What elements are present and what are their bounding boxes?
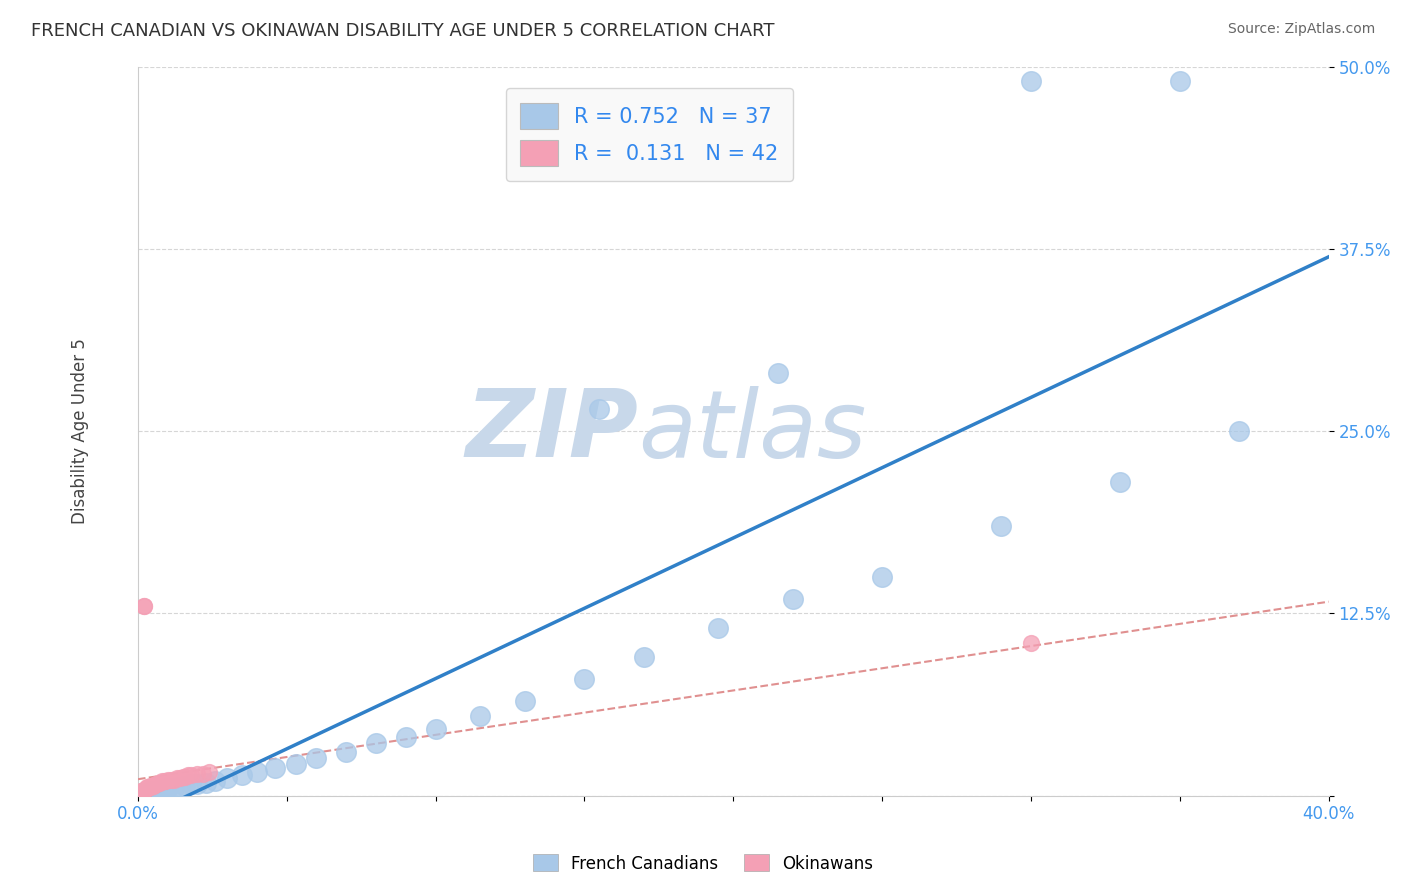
Point xyxy=(177,768,200,782)
Point xyxy=(425,722,447,736)
Point xyxy=(145,777,167,791)
Point xyxy=(513,694,536,708)
Text: ZIP: ZIP xyxy=(465,385,638,477)
Point xyxy=(174,770,197,784)
Point xyxy=(162,772,184,787)
Point xyxy=(132,786,155,800)
Point xyxy=(574,672,596,686)
Point xyxy=(156,781,179,796)
Point xyxy=(156,772,179,787)
Point xyxy=(135,780,157,794)
Point xyxy=(1168,74,1191,88)
Point xyxy=(132,783,155,797)
Point xyxy=(305,751,328,765)
Point xyxy=(1019,74,1042,88)
Point xyxy=(148,775,170,789)
Point xyxy=(159,772,181,787)
Point xyxy=(174,779,197,793)
Point xyxy=(139,779,162,793)
Point xyxy=(172,770,194,784)
Point xyxy=(186,767,208,781)
Point xyxy=(139,780,162,794)
Text: FRENCH CANADIAN VS OKINAWAN DISABILITY AGE UNDER 5 CORRELATION CHART: FRENCH CANADIAN VS OKINAWAN DISABILITY A… xyxy=(31,22,775,40)
Point xyxy=(129,786,152,800)
Point xyxy=(193,767,215,781)
Point xyxy=(588,402,610,417)
Point xyxy=(150,783,173,797)
Point xyxy=(129,787,152,801)
Point xyxy=(1227,424,1250,438)
Point xyxy=(195,775,218,789)
Legend: R = 0.752   N = 37, R =  0.131   N = 42: R = 0.752 N = 37, R = 0.131 N = 42 xyxy=(506,88,793,181)
Point xyxy=(470,708,492,723)
Point xyxy=(139,784,162,798)
Point xyxy=(180,777,202,791)
Point xyxy=(129,786,152,800)
Point xyxy=(707,621,730,635)
Point xyxy=(129,786,152,800)
Text: Source: ZipAtlas.com: Source: ZipAtlas.com xyxy=(1227,22,1375,37)
Point xyxy=(132,784,155,798)
Point xyxy=(132,783,155,797)
Point xyxy=(180,768,202,782)
Point xyxy=(169,780,191,794)
Point xyxy=(128,787,150,801)
Point xyxy=(284,756,307,771)
Point xyxy=(633,650,655,665)
Point xyxy=(153,774,176,789)
Point xyxy=(870,570,893,584)
Point xyxy=(132,783,155,797)
Point xyxy=(162,781,184,796)
Point xyxy=(145,784,167,798)
Point xyxy=(148,775,170,789)
Point xyxy=(198,765,221,780)
Point xyxy=(246,765,269,780)
Point xyxy=(990,519,1012,533)
Point xyxy=(335,745,357,759)
Point xyxy=(129,787,152,801)
Point xyxy=(364,736,387,750)
Point xyxy=(166,771,188,785)
Point xyxy=(150,774,173,789)
Point xyxy=(145,777,167,791)
Point xyxy=(135,781,157,796)
Point xyxy=(129,787,152,801)
Point xyxy=(132,784,155,798)
Point xyxy=(142,784,165,798)
Text: atlas: atlas xyxy=(638,385,866,476)
Point xyxy=(135,781,157,796)
Point xyxy=(135,786,157,800)
Point xyxy=(142,779,165,793)
Point xyxy=(395,731,418,745)
Point xyxy=(169,771,191,785)
Point xyxy=(148,783,170,797)
Point xyxy=(231,768,253,782)
Point xyxy=(782,591,804,606)
Point xyxy=(766,366,789,380)
Point xyxy=(129,784,152,798)
Point xyxy=(263,761,285,775)
Point xyxy=(132,599,155,614)
Point xyxy=(153,783,176,797)
Point xyxy=(153,774,176,789)
Point xyxy=(1019,635,1042,649)
Point xyxy=(186,777,208,791)
Y-axis label: Disability Age Under 5: Disability Age Under 5 xyxy=(72,338,89,524)
Point xyxy=(139,780,162,794)
Point xyxy=(217,771,239,785)
Point xyxy=(142,779,165,793)
Point xyxy=(204,774,226,789)
Point xyxy=(135,781,157,796)
Legend: French Canadians, Okinawans: French Canadians, Okinawans xyxy=(526,847,880,880)
Point xyxy=(132,599,155,614)
Point xyxy=(1109,475,1132,490)
